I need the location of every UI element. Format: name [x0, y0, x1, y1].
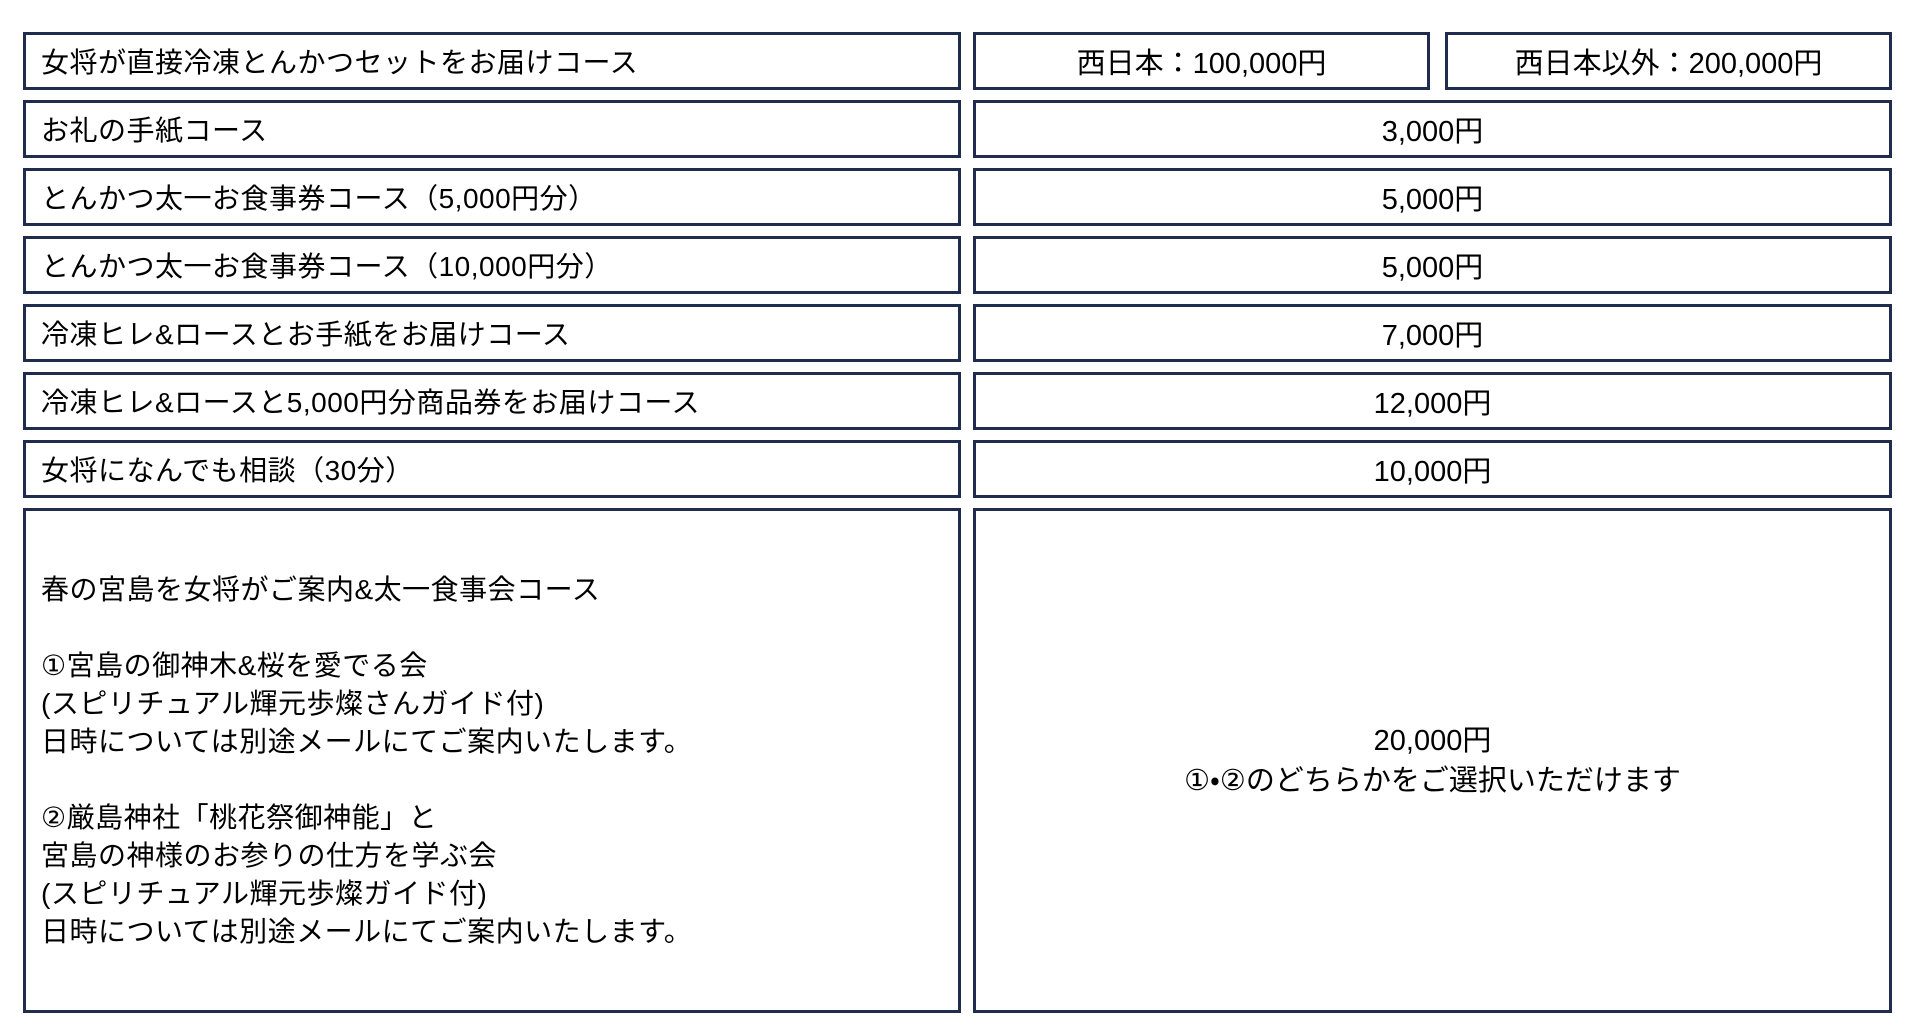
course-name-cell: お礼の手紙コース	[23, 100, 961, 158]
table-row-thanks-letter: お礼の手紙コース 3,000円	[23, 100, 1892, 158]
table-row-frozen-hire-rosu-voucher: 冷凍ヒレ&ロースと5,000円分商品券をお届けコース 12,000円	[23, 372, 1892, 430]
course-name-cell: 冷凍ヒレ&ロースとお手紙をお届けコース	[23, 304, 961, 362]
table-row-meal-ticket-10000: とんかつ太一お食事券コース（10,000円分） 5,000円	[23, 236, 1892, 294]
table-row-consultation: 女将になんでも相談（30分） 10,000円	[23, 440, 1892, 498]
price-cell: 3,000円	[973, 100, 1892, 158]
course-description-cell: 春の宮島を女将がご案内&太一食事会コース ①宮島の御神木&桜を愛でる会 (スピリ…	[23, 508, 961, 1013]
reward-course-table: 女将が直接冷凍とんかつセットをお届けコース 西日本：100,000円 西日本以外…	[23, 32, 1892, 1013]
table-row-meal-ticket-5000: とんかつ太一お食事券コース（5,000円分） 5,000円	[23, 168, 1892, 226]
course-name-cell: 女将が直接冷凍とんかつセットをお届けコース	[23, 32, 961, 90]
price-cell: 20,000円 ①・②のどちらかをご選択いただけます	[973, 508, 1892, 1013]
course-name-cell: とんかつ太一お食事券コース（10,000円分）	[23, 236, 961, 294]
price-outside-west-japan-cell: 西日本以外：200,000円	[1445, 32, 1892, 90]
price-cell: 12,000円	[973, 372, 1892, 430]
price-cell: 10,000円	[973, 440, 1892, 498]
price-pair: 西日本：100,000円 西日本以外：200,000円	[973, 32, 1892, 90]
price-cell: 7,000円	[973, 304, 1892, 362]
table-row-frozen-tonkatsu-set: 女将が直接冷凍とんかつセットをお届けコース 西日本：100,000円 西日本以外…	[23, 32, 1892, 90]
course-name-cell: とんかつ太一お食事券コース（5,000円分）	[23, 168, 961, 226]
table-row-frozen-hire-rosu-letter: 冷凍ヒレ&ロースとお手紙をお届けコース 7,000円	[23, 304, 1892, 362]
course-name-cell: 冷凍ヒレ&ロースと5,000円分商品券をお届けコース	[23, 372, 961, 430]
table-row-miyajima-tour: 春の宮島を女将がご案内&太一食事会コース ①宮島の御神木&桜を愛でる会 (スピリ…	[23, 508, 1892, 1013]
price-cell: 5,000円	[973, 168, 1892, 226]
price-cell: 5,000円	[973, 236, 1892, 294]
course-name-cell: 女将になんでも相談（30分）	[23, 440, 961, 498]
price-west-japan-cell: 西日本：100,000円	[973, 32, 1430, 90]
